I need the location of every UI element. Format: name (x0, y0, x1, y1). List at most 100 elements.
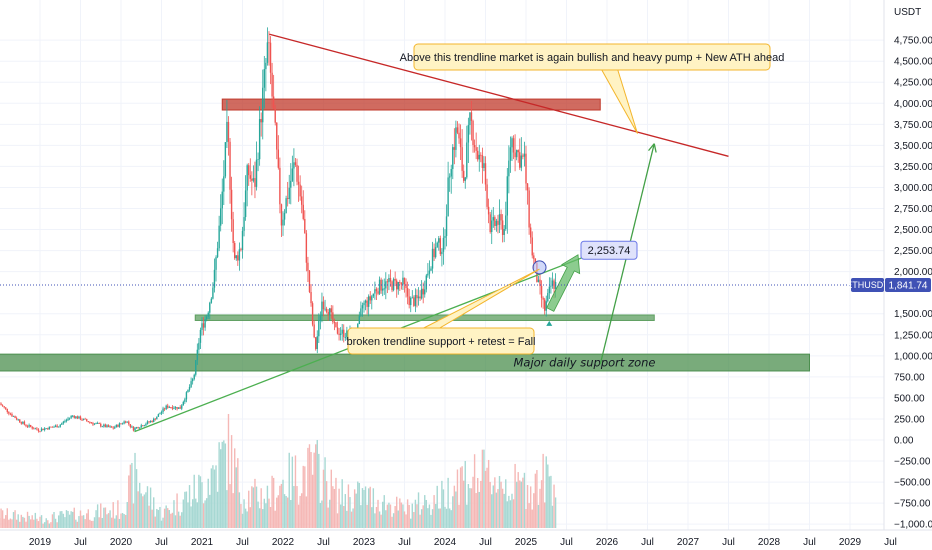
time-scale[interactable]: 2019 Jul 2020 Jul 2021 Jul 2022 Jul 2023 Jul 2024 J… (0, 529, 932, 548)
resistance-zone[interactable] (221, 98, 601, 111)
candle-body (464, 177, 466, 181)
volume-bar (344, 494, 347, 528)
candle-body (54, 425, 57, 427)
candle-body (501, 220, 504, 235)
volume-bar (134, 452, 136, 528)
candle-body (321, 301, 323, 316)
low-marker (546, 320, 553, 326)
candle-body (505, 215, 507, 229)
candle-body (290, 180, 292, 188)
volume-bar (112, 502, 114, 528)
volume-bar (467, 484, 470, 528)
candle-body (522, 155, 524, 157)
price-tick-label: 0.00 (894, 436, 914, 447)
volume-bar (445, 508, 448, 528)
candle-body (262, 87, 264, 123)
volume-bar (360, 505, 362, 528)
volume-bar (310, 452, 312, 528)
volume-bar (338, 488, 340, 528)
volume-bar (350, 511, 353, 528)
candle-body (171, 407, 174, 409)
volume-bar (115, 515, 118, 528)
candle-body (96, 423, 99, 424)
volume-bar (110, 517, 113, 528)
candle-body (434, 247, 437, 258)
volume-bar (503, 493, 505, 528)
target-price-label[interactable]: 2,253.74 (580, 240, 638, 260)
candle-body (553, 280, 555, 289)
candle-body (514, 152, 516, 158)
candle-body (274, 108, 276, 123)
volume-bar (371, 507, 373, 528)
candle-body (386, 281, 389, 283)
volume-bar (191, 499, 194, 528)
candle-body (286, 198, 289, 199)
candle-body (191, 379, 194, 382)
volume-bar (375, 506, 378, 528)
candle-body (313, 324, 315, 338)
volume-bar (341, 479, 343, 528)
candle-body (519, 152, 521, 168)
support-level-zone[interactable] (194, 314, 655, 321)
candle-body (117, 424, 119, 427)
volume-bar (357, 481, 359, 528)
candle-body (240, 249, 242, 251)
candle-body (263, 69, 266, 88)
candle-body (182, 401, 185, 406)
time-tick-label: Jul (884, 537, 897, 548)
candle-body (48, 426, 51, 430)
volume-bar (162, 517, 164, 528)
candle-body (266, 42, 269, 63)
volume-bar (145, 492, 147, 528)
volume-bar (329, 499, 331, 528)
price-scale[interactable]: USDT 4,750.00 4,500.00 4,250.00 4,000.00 3,7… (883, 0, 932, 550)
candle-body (318, 320, 320, 337)
candle-body (545, 301, 547, 311)
candle-body (39, 431, 41, 432)
volume-bar (171, 512, 174, 528)
volume-bar (173, 500, 175, 528)
candle-body (198, 342, 200, 350)
time-tick-label: Jul (722, 537, 735, 548)
volume-bar (219, 449, 222, 528)
volume-bar (297, 504, 300, 528)
candle-body (276, 122, 278, 150)
major-support-zone[interactable] (0, 353, 810, 372)
candle-body (221, 191, 223, 209)
breakdown-callout[interactable]: broken trendline support + retest = Fall (347, 268, 540, 355)
volume-bar (37, 521, 40, 528)
candle-body (302, 204, 304, 219)
volume-bar (420, 509, 423, 528)
time-tick-labels: 2019 Jul 2020 Jul 2021 Jul 2022 Jul 2023 Jul 2024 J… (29, 537, 897, 548)
volume-bar (185, 491, 188, 528)
candle-body (448, 176, 451, 178)
candle-body (56, 425, 58, 428)
candle-body (374, 289, 376, 294)
volume-bar (143, 494, 146, 528)
candle-body (439, 238, 442, 255)
candle-body (537, 279, 540, 283)
volume-bar (199, 476, 202, 528)
volume-bar (26, 511, 29, 528)
volume-bar (230, 435, 233, 528)
price-tick-label: −500.00 (894, 478, 931, 489)
volume-bar (397, 510, 399, 528)
candle-body (422, 288, 424, 295)
candle-body (193, 374, 195, 380)
volume-bar (54, 518, 57, 528)
candle-body (196, 349, 199, 361)
volume-bar (399, 498, 401, 528)
price-tick-label: 1,000.00 (894, 351, 932, 362)
volume-bar (237, 458, 239, 528)
bullish-callout[interactable]: Above this trendline market is again bul… (400, 43, 785, 134)
volume-bar (288, 452, 290, 528)
candle-body (143, 425, 146, 427)
projected-move-arrow[interactable] (546, 254, 581, 312)
volume-bar (153, 497, 155, 528)
volume-bar (5, 515, 7, 528)
time-tick-label: Jul (479, 537, 492, 548)
volume-bar (400, 502, 403, 528)
descending-resistance-trendline[interactable] (269, 33, 729, 157)
candle-body (481, 155, 484, 168)
